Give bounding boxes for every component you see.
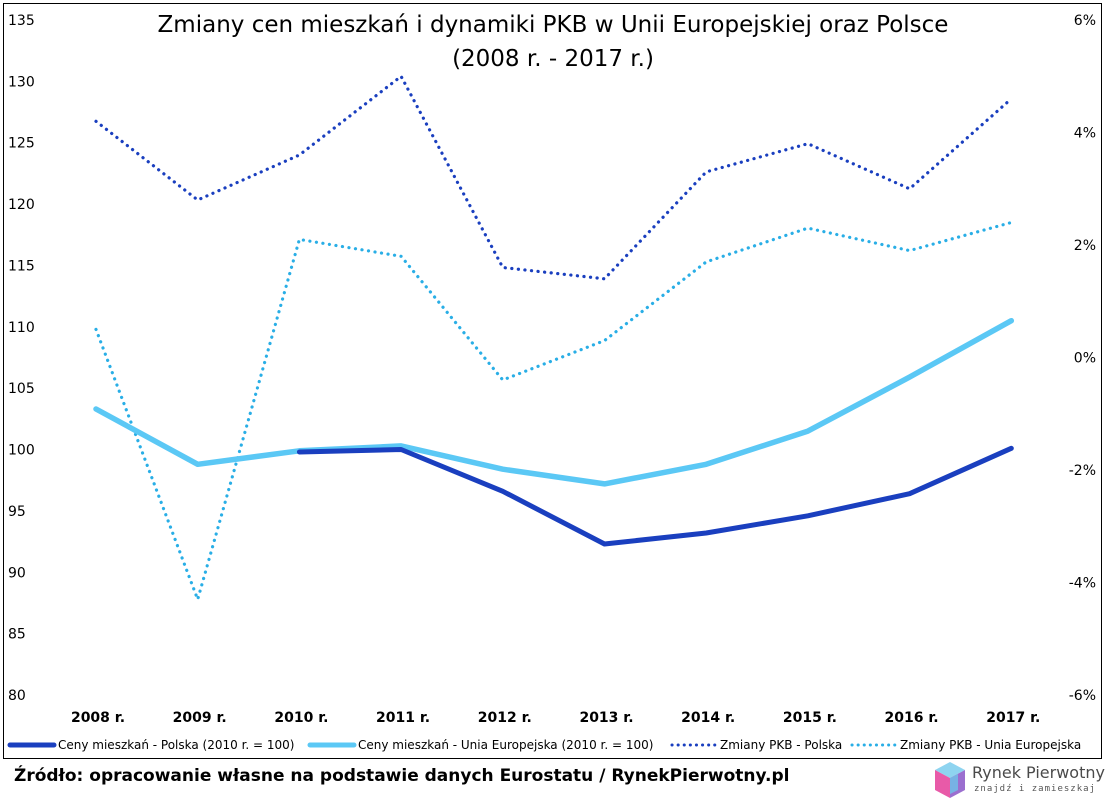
logo-tagline: znajdź i zamieszkaj xyxy=(974,784,1096,794)
series-line-1 xyxy=(93,317,1015,487)
x-tick-label: 2010 r. xyxy=(274,710,328,726)
y-left-tick-label: 95 xyxy=(8,504,26,520)
y-right-tick-label: 2% xyxy=(1074,238,1096,254)
y-right-tick-label: 4% xyxy=(1074,126,1096,142)
x-axis: 2008 r. 2009 r. 2010 r. 2011 r. 2012 r. 2013 … xyxy=(71,710,1040,726)
series-layer xyxy=(93,74,1015,602)
y-left-tick-label: 130 xyxy=(8,74,35,90)
legend-label-2: Zmiany PKB - Polska xyxy=(720,738,842,752)
logo-cube-icon xyxy=(935,762,965,798)
chart-frame xyxy=(3,3,1102,759)
y-left-tick-label: 90 xyxy=(8,565,26,581)
x-tick-label: 2008 r. xyxy=(71,710,125,726)
chart-title-line2: (2008 r. - 2017 r.) xyxy=(452,46,654,72)
y-left-tick-label: 85 xyxy=(8,627,26,643)
chart-title-line1: Zmiany cen mieszkań i dynamiki PKB w Uni… xyxy=(158,12,949,38)
y-left-tick-label: 80 xyxy=(8,688,26,704)
y-axis-right: -6% -4% -2% 0% 2% 4% 6% xyxy=(1069,13,1096,704)
y-left-tick-label: 115 xyxy=(8,258,35,274)
legend-label-3: Zmiany PKB - Unia Europejska xyxy=(900,738,1081,752)
x-tick-label: 2009 r. xyxy=(173,710,227,726)
y-right-tick-label: -6% xyxy=(1069,688,1096,704)
x-tick-label: 2016 r. xyxy=(885,710,939,726)
x-tick-label: 2012 r. xyxy=(478,710,532,726)
y-left-tick-label: 125 xyxy=(8,136,35,152)
y-left-tick-label: 105 xyxy=(8,381,35,397)
y-right-tick-label: -4% xyxy=(1069,576,1096,592)
logo-name: Rynek Pierwotny xyxy=(972,763,1105,782)
source-note: Źródło: opracowanie własne na podstawie … xyxy=(14,766,790,786)
y-left-tick-label: 120 xyxy=(8,197,35,213)
legend-label-0: Ceny mieszkań - Polska (2010 r. = 100) xyxy=(58,738,295,752)
x-tick-label: 2017 r. xyxy=(986,710,1040,726)
legend: Ceny mieszkań - Polska (2010 r. = 100) Ce… xyxy=(7,738,1081,752)
y-right-tick-label: 6% xyxy=(1074,13,1096,29)
x-tick-label: 2014 r. xyxy=(681,710,735,726)
y-left-tick-label: 110 xyxy=(8,320,35,336)
brand-logo[interactable]: Rynek Pierwotny znajdź i zamieszkaj xyxy=(930,760,1105,802)
series-line-2 xyxy=(94,74,1013,281)
legend-label-1: Ceny mieszkań - Unia Europejska (2010 r.… xyxy=(358,738,653,752)
y-left-tick-label: 135 xyxy=(8,13,35,29)
series-line-0 xyxy=(296,445,1014,547)
y-right-tick-label: -2% xyxy=(1069,463,1096,479)
x-tick-label: 2011 r. xyxy=(376,710,430,726)
chart: Zmiany cen mieszkań i dynamiki PKB w Uni… xyxy=(7,12,1096,752)
y-right-tick-label: 0% xyxy=(1074,351,1096,367)
x-tick-label: 2013 r. xyxy=(579,710,633,726)
x-tick-label: 2015 r. xyxy=(783,710,837,726)
y-axis-left: 80 85 90 95 100 105 110 115 120 125 130 135 xyxy=(8,13,35,704)
series-line-3 xyxy=(94,220,1013,602)
y-left-tick-label: 100 xyxy=(8,443,35,459)
